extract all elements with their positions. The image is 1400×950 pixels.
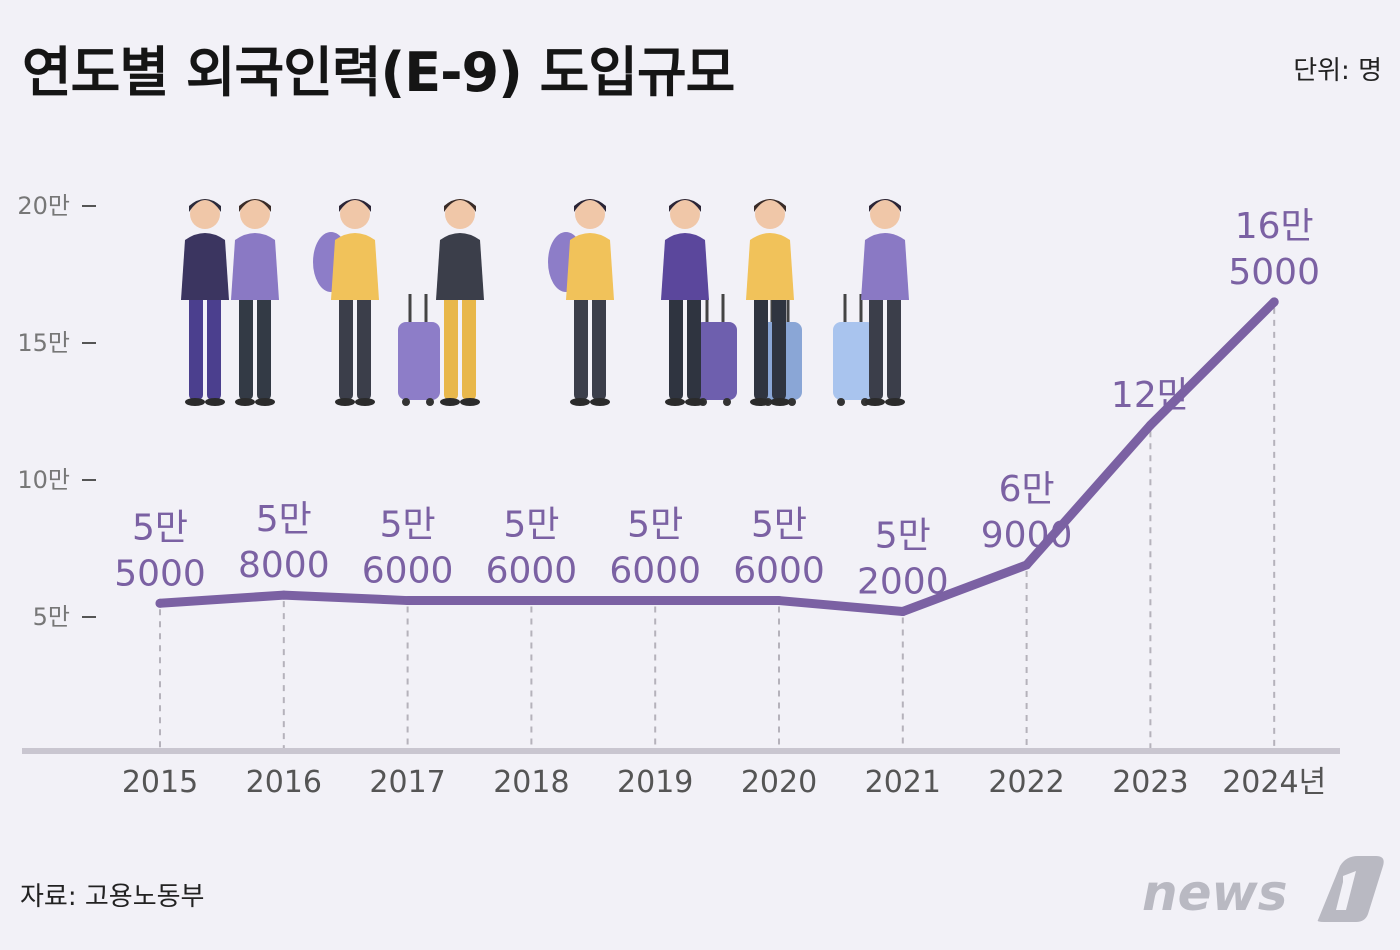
x-axis-line [22, 748, 1340, 754]
news1-logo: news [1142, 856, 1384, 922]
series-line-group [155, 297, 1279, 617]
x-tick-label: 2015 [122, 765, 198, 800]
x-axis: 2015 2016 2017 2018 2019 2020 2021 2022 2023 2024… [122, 765, 1326, 800]
x-tick-label: 2018 [493, 765, 569, 800]
series-line [155, 297, 1279, 617]
data-label-2015: 5000 [114, 553, 206, 594]
logo-wordmark: news [1142, 864, 1287, 922]
data-point-2022 [1022, 560, 1032, 570]
y-tick-label: 20만 [17, 192, 70, 220]
data-label-2018: 6000 [486, 551, 578, 592]
traveler-figure [398, 199, 484, 406]
data-point-2017 [403, 596, 413, 606]
x-tick-label: 2024년 [1222, 765, 1326, 800]
x-tick-label: 2022 [988, 765, 1064, 800]
data-point-2024년 [1269, 297, 1279, 307]
x-tick-label: 2017 [369, 765, 445, 800]
data-point-2023 [1145, 420, 1155, 430]
unit-label: 단위: 명 [1293, 56, 1382, 86]
data-label-2022: 9000 [981, 515, 1073, 556]
data-label-2019: 5만 [627, 505, 683, 546]
data-point-2015 [155, 598, 165, 608]
x-tick-label: 2016 [246, 765, 322, 800]
data-label-2021: 2000 [857, 562, 949, 603]
data-label-2017: 5만 [380, 505, 436, 546]
data-label-2020: 6000 [733, 551, 825, 592]
data-label-2020: 5만 [751, 505, 807, 546]
data-point-2020 [774, 596, 784, 606]
data-label-2024년: 5000 [1228, 252, 1320, 293]
x-tick-label: 2019 [617, 765, 693, 800]
data-point-2016 [279, 590, 289, 600]
x-tick-label: 2023 [1112, 765, 1188, 800]
source-note: 자료: 고용노동부 [20, 882, 205, 912]
y-tick-label: 5만 [33, 603, 70, 631]
data-label-2023: 12만 [1111, 375, 1190, 416]
data-labels: 5만 5000 5만 8000 5만 6000 5만 6000 5만 6000 5만 6000 5만 20… [114, 206, 1320, 603]
data-label-2017: 6000 [362, 551, 454, 592]
y-tick-label: 15만 [17, 329, 70, 357]
data-label-2021: 5만 [875, 516, 931, 557]
traveler-figure [661, 199, 737, 406]
data-label-2024년: 16만 [1235, 206, 1314, 247]
traveler-figure [548, 199, 614, 406]
data-label-2016: 5만 [256, 499, 312, 540]
traveler-figure [833, 199, 909, 406]
data-label-2019: 6000 [609, 551, 701, 592]
x-tick-label: 2020 [741, 765, 817, 800]
data-label-2022: 6만 [999, 469, 1055, 510]
y-tick-label: 10만 [17, 466, 70, 494]
traveler-figure [231, 199, 279, 406]
data-label-2016: 8000 [238, 545, 330, 586]
data-label-2018: 5만 [503, 505, 559, 546]
traveler-figure [746, 199, 802, 406]
data-point-2018 [526, 596, 536, 606]
x-tick-label: 2021 [865, 765, 941, 800]
data-point-2019 [650, 596, 660, 606]
traveler-figure [313, 199, 379, 406]
vertical-guides [159, 307, 1276, 748]
x-axis-baseline [22, 748, 1340, 754]
travelers-illustration [181, 199, 909, 406]
y-axis: 5만 10만 15만 20만 [17, 192, 96, 631]
data-label-2015: 5만 [132, 507, 188, 548]
traveler-figure [181, 199, 229, 406]
data-point-2021 [898, 607, 908, 617]
chart-title: 연도별 외국인력(E-9) 도입규모 [22, 41, 735, 104]
